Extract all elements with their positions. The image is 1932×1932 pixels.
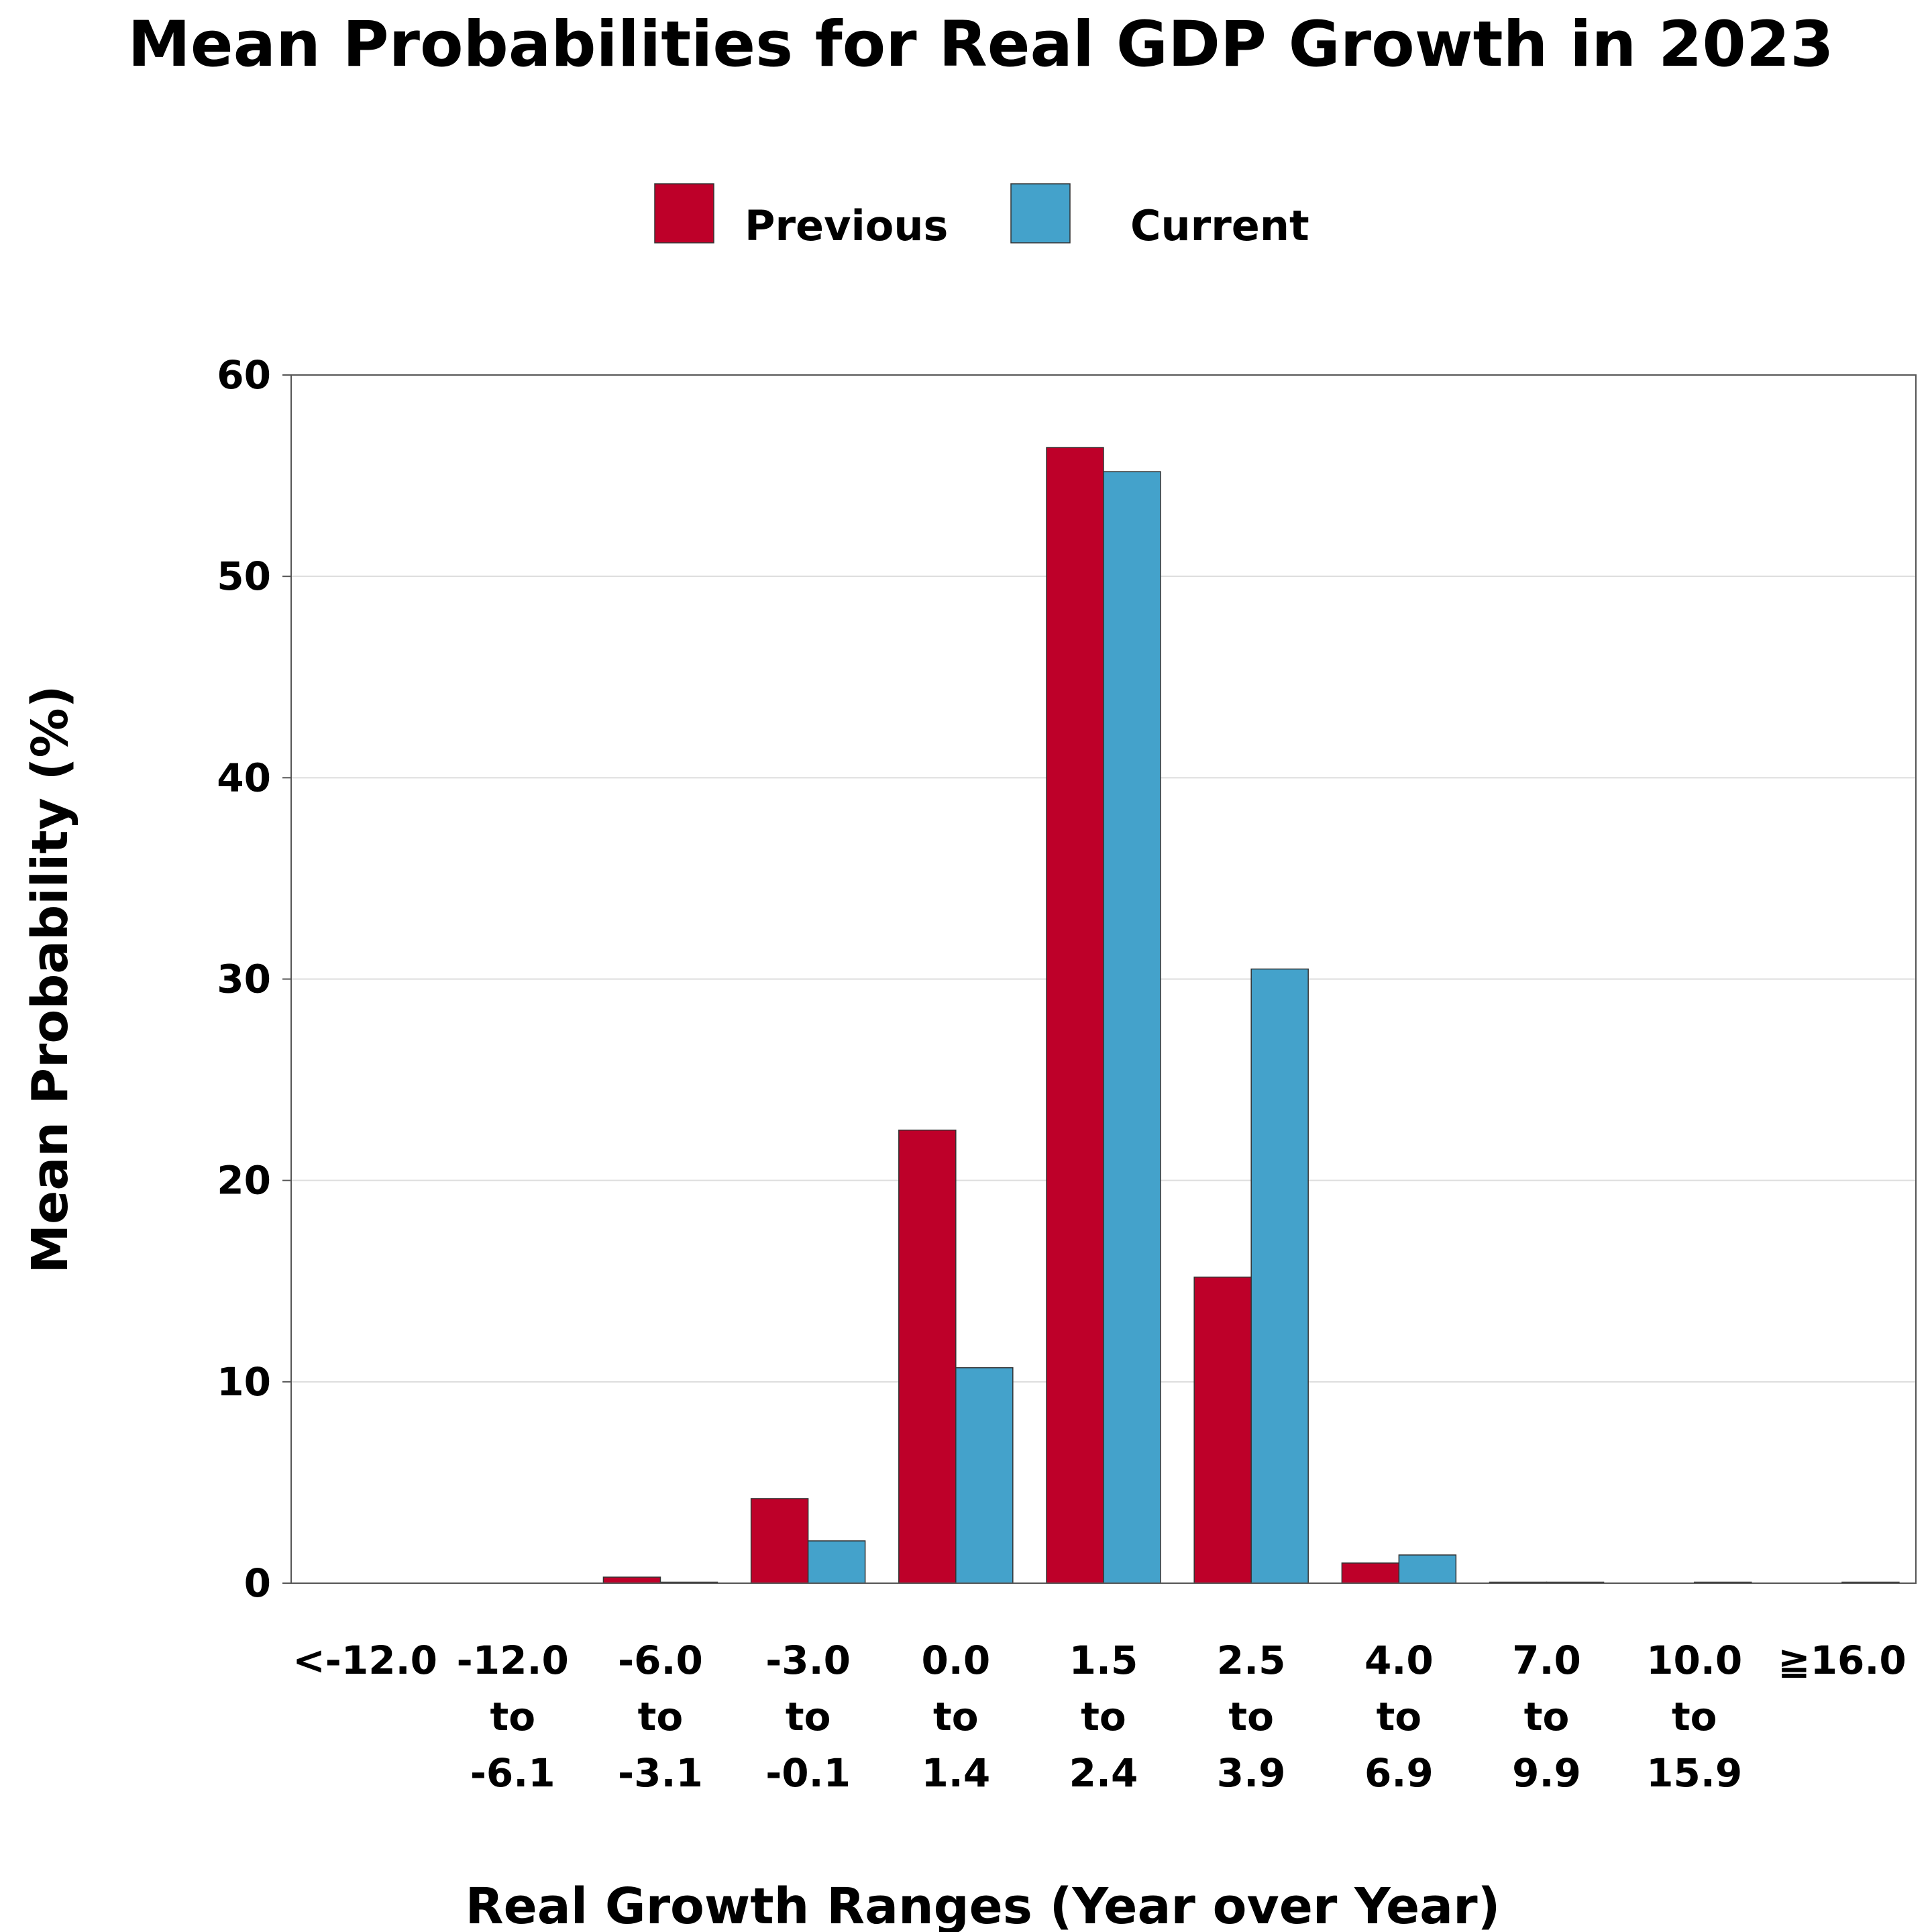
x-tick-label: 0.0 to 1.4 xyxy=(921,1638,990,1796)
x-tick-label-line: 2.5 xyxy=(1217,1638,1286,1683)
bar-current-4 xyxy=(955,1367,1014,1584)
bar-previous-6 xyxy=(1193,1276,1252,1584)
x-tick-label-line: to xyxy=(1377,1694,1422,1739)
x-tick-label-line: to xyxy=(1672,1694,1717,1739)
y-tick-label: 0 xyxy=(244,1560,271,1606)
x-tick-label: <-12.0 xyxy=(292,1638,437,1683)
x-tick-label-line: 0.0 xyxy=(921,1638,990,1683)
y-tick-label: 50 xyxy=(217,553,271,599)
x-tick-label: 10.0 to 15.9 xyxy=(1646,1638,1742,1796)
bar-current-7 xyxy=(1398,1554,1457,1584)
chart-title: Mean Probabilities for Real GDP Growth i… xyxy=(127,8,1833,81)
x-tick-label-line: 6.9 xyxy=(1364,1750,1434,1796)
bar-previous-5 xyxy=(1046,447,1104,1584)
x-tick-label-line: 1.5 xyxy=(1069,1638,1138,1683)
y-tick-label: 40 xyxy=(217,755,271,800)
bar-current-6 xyxy=(1250,968,1309,1584)
x-tick-label-line: -3.0 xyxy=(765,1638,851,1683)
bar-previous-4 xyxy=(898,1129,957,1584)
y-tick-label: 30 xyxy=(217,957,271,1002)
bars xyxy=(602,447,1900,1584)
x-tick-label-line: to xyxy=(490,1694,535,1739)
x-tick-label: -6.0 to -3.1 xyxy=(618,1638,703,1796)
x-tick-label: 2.5 to 3.9 xyxy=(1217,1638,1286,1796)
x-tick-label: 4.0 to 6.9 xyxy=(1364,1638,1434,1796)
x-tick-label-line: to xyxy=(1228,1694,1274,1739)
x-tick-label-line: 1.4 xyxy=(921,1750,990,1796)
x-axis-title: Real Growth Ranges (Year over Year) xyxy=(466,1878,1501,1932)
x-tick-label-line: 15.9 xyxy=(1646,1750,1742,1796)
bar-previous-7 xyxy=(1341,1562,1400,1584)
x-tick-label-line: <-12.0 xyxy=(292,1638,437,1683)
bar-previous-2 xyxy=(602,1576,661,1584)
x-tick-label-line: 7.0 xyxy=(1512,1638,1581,1683)
x-tick-label-line: -3.1 xyxy=(618,1750,703,1796)
x-tick-label: -3.0 to -0.1 xyxy=(765,1638,851,1796)
x-tick-label-line: 9.9 xyxy=(1512,1750,1581,1796)
y-tick-label: 60 xyxy=(217,352,271,398)
x-tick-label-line: 10.0 xyxy=(1646,1638,1742,1683)
legend-swatch-current xyxy=(1010,183,1071,244)
x-tick-label: 1.5 to 2.4 xyxy=(1069,1638,1138,1796)
x-tick-label-line: 2.4 xyxy=(1069,1750,1138,1796)
legend-swatch-previous xyxy=(654,183,714,244)
x-tick-label: -12.0 to -6.1 xyxy=(457,1638,569,1796)
x-tick-label-line: to xyxy=(786,1694,831,1739)
x-tick-label-line: -6.0 xyxy=(618,1638,703,1683)
bar-current-3 xyxy=(807,1540,866,1584)
x-tick-label-line: to xyxy=(1081,1694,1126,1739)
x-tick-label-line: to xyxy=(1524,1694,1570,1739)
y-tick-label: 20 xyxy=(217,1158,271,1203)
x-tick-label-line: -12.0 xyxy=(457,1638,569,1683)
x-tick-label-line: -0.1 xyxy=(765,1750,851,1796)
x-tick-label-line: 3.9 xyxy=(1217,1750,1286,1796)
bar-current-5 xyxy=(1103,471,1161,1584)
x-tick-label-line: to xyxy=(933,1694,979,1739)
legend-label-previous: Previous xyxy=(745,201,948,250)
x-tick-label: 7.0 to 9.9 xyxy=(1512,1638,1581,1796)
x-tick-label: ≧16.0 xyxy=(1778,1638,1907,1683)
legend: Previous Current xyxy=(654,183,1309,250)
legend-label-current: Current xyxy=(1130,201,1309,250)
x-axis: <-12.0 -12.0 to -6.1 -6.0 to -3.1 -3.0 to -0.1 0.0… xyxy=(292,1638,1907,1796)
bar-previous-3 xyxy=(750,1498,809,1584)
x-tick-label-line: 4.0 xyxy=(1364,1638,1434,1683)
x-tick-label-line: ≧16.0 xyxy=(1778,1638,1907,1683)
y-axis: 0 10 20 30 40 50 60 xyxy=(217,352,291,1606)
x-tick-label-line: to xyxy=(638,1694,684,1739)
x-tick-label-line: -6.1 xyxy=(470,1750,555,1796)
y-tick-label: 10 xyxy=(217,1359,271,1405)
y-axis-title: Mean Probability (%) xyxy=(21,686,79,1274)
